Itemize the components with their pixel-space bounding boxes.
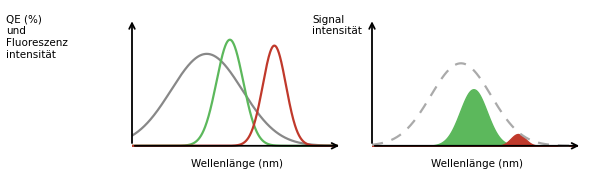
Text: Wellenlänge (nm): Wellenlänge (nm) <box>191 159 283 169</box>
Text: Signal
intensität: Signal intensität <box>312 15 362 36</box>
Text: QE (%)
und
Fluoreszenz
intensität: QE (%) und Fluoreszenz intensität <box>6 15 68 60</box>
Text: Wellenlänge (nm): Wellenlänge (nm) <box>431 159 523 169</box>
